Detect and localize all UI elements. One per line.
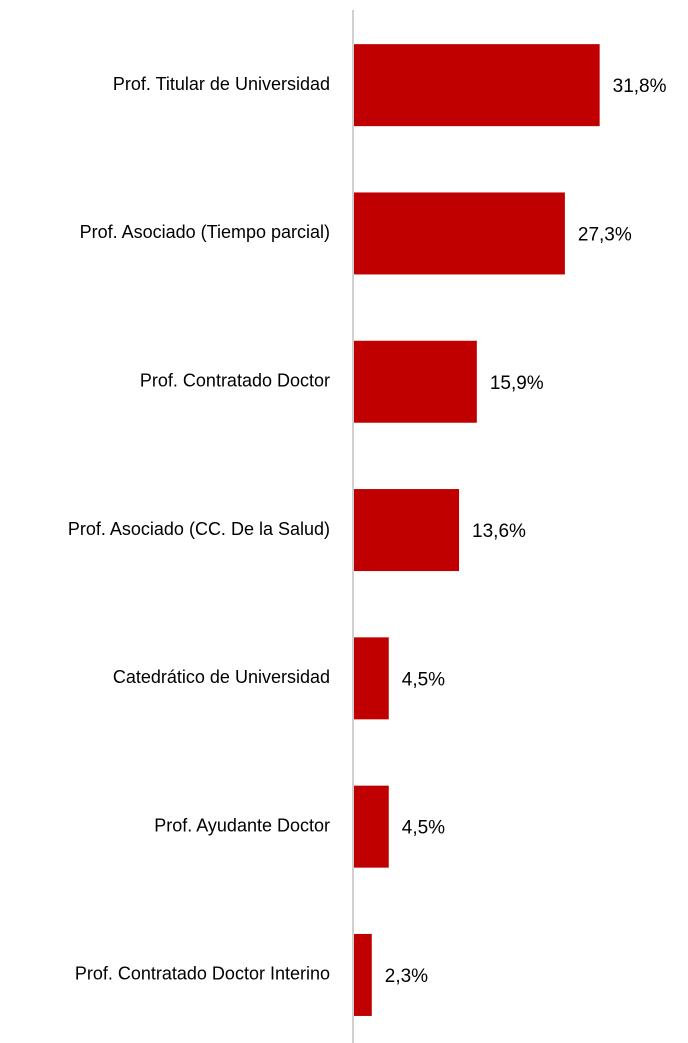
bar (354, 489, 460, 572)
value-label: 27,3% (578, 224, 632, 245)
category-label: Prof. Contratado Doctor (140, 371, 330, 391)
category-label: Prof. Asociado (CC. De la Salud) (68, 519, 330, 539)
value-label: 15,9% (490, 373, 544, 394)
bar (354, 340, 477, 423)
category-label: Prof. Contratado Doctor Interino (75, 964, 330, 984)
value-label: 31,8% (613, 76, 667, 97)
category-label: Prof. Titular de Universidad (113, 74, 330, 94)
value-label: 4,5% (402, 669, 445, 690)
bar (354, 933, 372, 1016)
category-label: Prof. Asociado (Tiempo parcial) (80, 222, 330, 242)
category-label: Catedrático de Universidad (113, 667, 330, 687)
bar (354, 44, 600, 127)
bar (354, 637, 389, 720)
value-label: 2,3% (385, 966, 428, 987)
bar (354, 192, 565, 275)
value-label: 4,5% (402, 818, 445, 839)
category-label: Prof. Ayudante Doctor (154, 815, 330, 835)
value-label: 13,6% (472, 521, 526, 542)
bar (354, 785, 389, 868)
